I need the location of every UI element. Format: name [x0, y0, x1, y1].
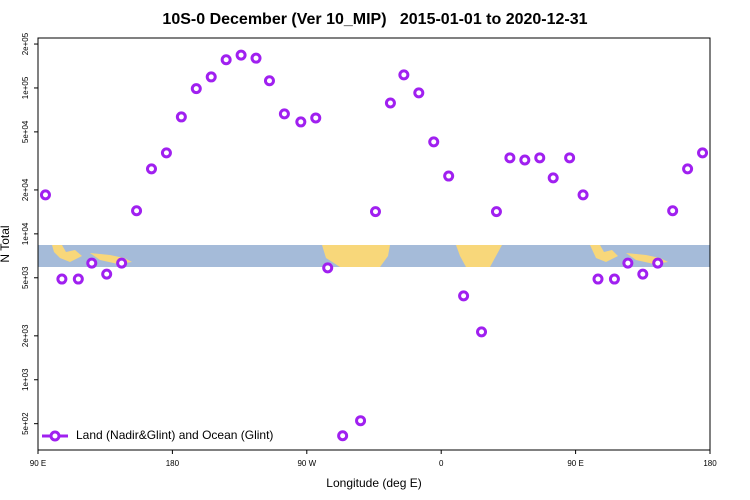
point: [637, 268, 649, 280]
point: [519, 154, 531, 166]
point: [577, 189, 589, 201]
land: [590, 245, 618, 262]
point: [250, 52, 262, 64]
point: [337, 430, 349, 442]
point: [504, 152, 516, 164]
point: [220, 54, 232, 66]
x-tick-label: 0: [439, 459, 444, 468]
point: [608, 273, 620, 285]
point: [72, 273, 84, 285]
point: [86, 257, 98, 269]
y-tick-label: 1e+05: [21, 76, 30, 99]
point: [190, 83, 202, 95]
land: [52, 245, 82, 262]
point: [413, 87, 425, 99]
y-tick-label: 5e+03: [21, 266, 30, 289]
x-tick-label: 180: [703, 459, 717, 468]
point: [458, 290, 470, 302]
y-tick-label: 1e+04: [21, 222, 30, 245]
point: [667, 205, 679, 217]
plot-frame: [37, 37, 711, 451]
point: [490, 206, 502, 218]
y-axis-label: N Total: [0, 225, 12, 262]
point: [428, 136, 440, 148]
point: [398, 69, 410, 81]
y-tick-label: 2e+05: [21, 32, 30, 55]
x-tick-label: 90 W: [297, 459, 316, 468]
x-tick-label: 180: [166, 459, 180, 468]
point: [476, 326, 488, 338]
point: [322, 262, 334, 274]
point: [355, 415, 367, 427]
point: [592, 273, 604, 285]
point: [39, 189, 51, 201]
point: [56, 273, 68, 285]
point: [235, 49, 247, 61]
map-strip: [38, 245, 710, 267]
y-tick-label: 5e+02: [21, 412, 30, 435]
x-tick-label: 90 E: [30, 459, 46, 468]
point: [101, 268, 113, 280]
y-tick-label: 2e+03: [21, 324, 30, 347]
y-tick-label: 5e+04: [21, 120, 30, 143]
legend-label: Land (Nadir&Glint) and Ocean (Glint): [76, 428, 273, 442]
point: [205, 71, 217, 83]
point: [682, 163, 694, 175]
land: [456, 245, 502, 267]
point: [263, 75, 275, 87]
chart-title: 10S-0 December (Ver 10_MIP) 2015-01-01 t…: [162, 11, 587, 28]
y-tick-label: 2e+04: [21, 178, 30, 201]
point: [384, 97, 396, 109]
point: [116, 257, 128, 269]
point: [175, 111, 187, 123]
point: [534, 152, 546, 164]
point: [443, 170, 455, 182]
point: [547, 172, 559, 184]
point: [145, 163, 157, 175]
legend-marker: [49, 430, 61, 442]
land: [322, 245, 390, 267]
point: [652, 257, 664, 269]
point: [369, 206, 381, 218]
point: [310, 112, 322, 124]
y-tick-label: 1e+03: [21, 368, 30, 391]
point: [278, 108, 290, 120]
point: [160, 147, 172, 159]
point: [622, 257, 634, 269]
x-axis-label: Longitude (deg E): [326, 476, 421, 490]
point: [564, 152, 576, 164]
point: [295, 116, 307, 128]
point: [697, 147, 709, 159]
point: [131, 205, 143, 217]
x-tick-label: 90 E: [567, 459, 583, 468]
